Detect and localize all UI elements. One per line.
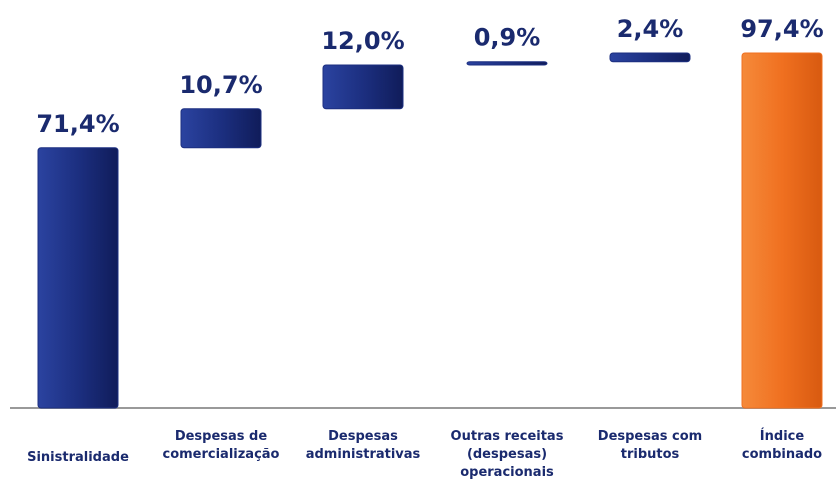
x-tick-label: Outras receitas (despesas) operacionais	[450, 429, 564, 480]
bar	[609, 52, 691, 63]
value-label: 2,4%	[617, 15, 684, 43]
bar	[180, 108, 262, 149]
x-tick-label: Despesas com tributos	[597, 429, 703, 462]
total-bar	[741, 52, 823, 409]
bar	[466, 61, 548, 66]
x-tick-label: Sinistralidade	[27, 450, 129, 465]
value-label: 0,9%	[474, 24, 541, 52]
value-label: 12,0%	[321, 27, 404, 55]
x-tick-label: Despesas administrativas	[305, 429, 421, 462]
value-label: 10,7%	[179, 71, 262, 99]
x-tick-label: Despesas de comercialização	[162, 429, 280, 462]
bar	[37, 147, 119, 409]
x-tick-label: Índice combinado	[741, 429, 823, 462]
value-label: 97,4%	[740, 15, 823, 43]
value-label: 71,4%	[36, 110, 119, 138]
bar	[322, 64, 404, 110]
